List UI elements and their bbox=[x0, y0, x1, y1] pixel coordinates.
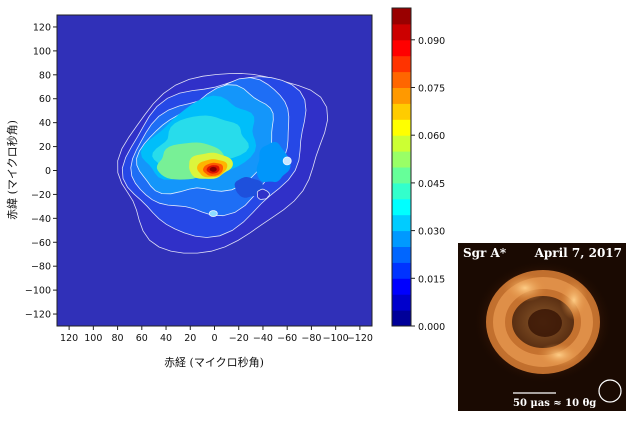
y-tick-label: 0 bbox=[45, 166, 51, 177]
colorbar-band bbox=[392, 23, 411, 41]
y-tick-label: 60 bbox=[39, 94, 51, 105]
x-tick-label: −20 bbox=[229, 333, 249, 344]
x-tick-label: −60 bbox=[277, 333, 297, 344]
colorbar-tick-label: 0.045 bbox=[418, 179, 445, 190]
y-tick-label: −100 bbox=[25, 286, 51, 297]
x-tick-label: 0 bbox=[211, 333, 217, 344]
colorbar-band bbox=[392, 167, 411, 184]
colorbar-tick-label: 0.090 bbox=[418, 36, 445, 47]
y-ticks: 120 100 80 60 40 20 0 −20 −40 −60 −80 −100 −120 bbox=[25, 22, 57, 321]
colorbar-band bbox=[392, 214, 411, 232]
colorbar-band bbox=[392, 310, 411, 327]
x-tick-label: 60 bbox=[136, 333, 148, 344]
colorbar-tick-label: 0.075 bbox=[418, 84, 445, 95]
colorbar-band bbox=[392, 278, 411, 295]
colorbar-tick-label: 0.030 bbox=[418, 227, 445, 238]
colorbar-band bbox=[392, 294, 411, 311]
inset-left-label: Sgr A* bbox=[463, 246, 507, 260]
y-tick-label: 40 bbox=[39, 118, 51, 129]
x-tick-label: 80 bbox=[112, 333, 124, 344]
y-tick-label: −20 bbox=[31, 190, 51, 201]
colorbar-band bbox=[392, 262, 411, 279]
colorbar-ticks: 0.000 0.015 0.030 0.045 0.060 0.075 0.090 bbox=[411, 36, 445, 333]
black-hole-image bbox=[473, 260, 613, 384]
y-tick-label: −60 bbox=[31, 238, 51, 249]
colorbar-band bbox=[392, 119, 411, 136]
contour-level bbox=[209, 166, 217, 172]
y-axis-label: 赤緯 (マイクロ秒角) bbox=[5, 120, 19, 220]
colorbar-band bbox=[392, 246, 411, 263]
colorbar-band bbox=[392, 71, 411, 88]
x-tick-label: 100 bbox=[84, 333, 102, 344]
colorbar-tick-label: 0.060 bbox=[418, 131, 445, 142]
colorbar-band bbox=[392, 230, 411, 247]
x-tick-label: 40 bbox=[160, 333, 172, 344]
contour-level bbox=[234, 177, 264, 198]
scale-bar-label: 50 μas ≈ 10 θg bbox=[513, 398, 596, 409]
colorbar-band bbox=[392, 103, 411, 120]
x-tick-label: 20 bbox=[184, 333, 196, 344]
colorbar-bands bbox=[392, 8, 411, 327]
x-tick-label: −100 bbox=[323, 333, 349, 344]
colorbar-band bbox=[392, 39, 411, 57]
colorbar-band bbox=[392, 135, 411, 152]
colorbar: 0.000 0.015 0.030 0.045 0.060 0.075 0.090 bbox=[391, 7, 445, 333]
colorbar-band bbox=[392, 8, 411, 25]
contour-level bbox=[208, 210, 218, 218]
x-tick-label: −120 bbox=[347, 333, 373, 344]
y-tick-label: −120 bbox=[25, 310, 51, 321]
colorbar-tick-label: 0.015 bbox=[418, 274, 445, 285]
colorbar-frame bbox=[391, 7, 412, 327]
inset-right-label: April 7, 2017 bbox=[534, 246, 622, 260]
x-tick-label: −40 bbox=[253, 333, 273, 344]
colorbar-band bbox=[392, 182, 411, 200]
contour-level bbox=[256, 141, 291, 183]
y-tick-label: 20 bbox=[39, 142, 51, 153]
y-tick-label: 120 bbox=[33, 22, 51, 33]
colorbar-band bbox=[392, 55, 411, 73]
contour-layers bbox=[117, 73, 329, 254]
y-tick-label: 100 bbox=[33, 46, 51, 57]
heatmap-panel: 120 100 80 60 40 20 0 −20 −40 −60 −80 −100−120 1201… bbox=[5, 14, 373, 369]
colorbar-tick-label: 0.000 bbox=[418, 322, 445, 333]
colorbar-band bbox=[392, 87, 411, 104]
x-tick-label: 120 bbox=[60, 333, 78, 344]
contour-level bbox=[282, 156, 292, 166]
colorbar-band bbox=[392, 198, 411, 216]
x-tick-label: −80 bbox=[301, 333, 321, 344]
y-tick-label: 80 bbox=[39, 70, 51, 81]
colorbar-band bbox=[392, 151, 411, 168]
y-tick-label: −40 bbox=[31, 214, 51, 225]
x-axis-label: 赤経 (マイクロ秒角) bbox=[164, 355, 264, 369]
sgr-a-inset: Sgr A* April 7, 2017 50 μas ≈ 10 θg bbox=[458, 243, 626, 411]
y-tick-label: −80 bbox=[31, 262, 51, 273]
beam-circle bbox=[598, 379, 622, 403]
contour-level bbox=[256, 188, 270, 200]
x-ticks: 120 100 80 60 40 20 0 −20 −40 −60 −80 −100−120 bbox=[60, 326, 373, 344]
